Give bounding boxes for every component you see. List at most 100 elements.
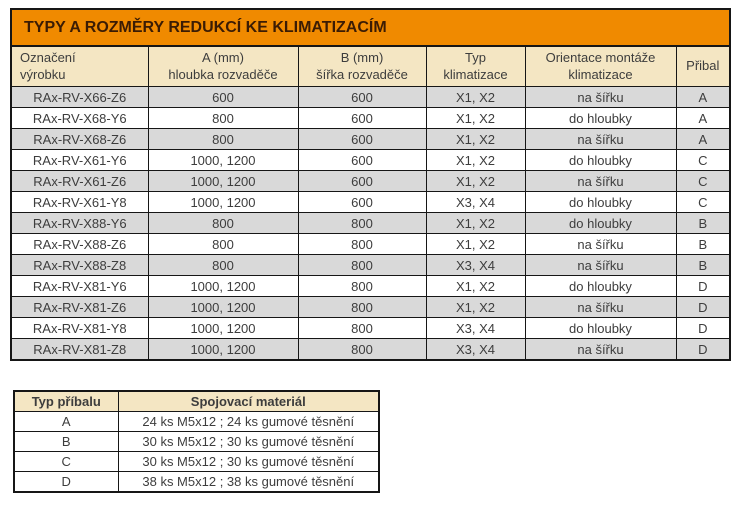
table-cell: X1, X2 [425, 170, 526, 192]
table-cell: 600 [297, 191, 427, 213]
table-cell: 800 [147, 233, 299, 255]
table-cell: D [675, 275, 731, 297]
table-cell: na šířku [524, 233, 677, 255]
table-cell: X1, X2 [425, 128, 526, 150]
table-cell: 800 [147, 107, 299, 129]
table-cell: B [13, 431, 119, 452]
table-row: RAx-RV-X61-Z6 1000, 1200 600 X1, X2 na šířku… [10, 170, 731, 192]
table-cell: 800 [297, 212, 427, 234]
table-cell: 800 [297, 296, 427, 318]
table-cell: do hloubky [524, 212, 677, 234]
table-cell: C [675, 149, 731, 171]
table-cell: na šířku [524, 86, 677, 108]
table-cell: RAx-RV-X81-Y6 [10, 275, 149, 297]
table-cell: X3, X4 [425, 317, 526, 339]
table-cell: D [675, 317, 731, 339]
table-cell: 1000, 1200 [147, 338, 299, 361]
col-header-spojovaci-material: Spojovací materiál [117, 390, 380, 412]
table-cell: RAx-RV-X81-Y8 [10, 317, 149, 339]
table-cell: 600 [297, 149, 427, 171]
table-cell: 24 ks M5x12 ; 24 ks gumové těsnění [117, 411, 380, 432]
table-cell: A [13, 411, 119, 432]
table-cell: X1, X2 [425, 212, 526, 234]
table-cell: do hloubky [524, 317, 677, 339]
table-cell: RAx-RV-X81-Z8 [10, 338, 149, 361]
table-cell: na šířku [524, 338, 677, 361]
table-title: TYPY A ROZMĚRY REDUKCÍ KE KLIMATIZACÍM [10, 8, 731, 47]
table-cell: 30 ks M5x12 ; 30 ks gumové těsnění [117, 431, 380, 452]
table-cell: 800 [147, 128, 299, 150]
table-cell: X1, X2 [425, 233, 526, 255]
table-cell: RAx-RV-X61-Y6 [10, 149, 149, 171]
col-header-orientace-montaze: Orientace montáže klimatizace [524, 45, 677, 87]
table-cell: 800 [147, 212, 299, 234]
table-cell: 600 [297, 107, 427, 129]
table-row: RAx-RV-X66-Z6 600 600 X1, X2 na šířku A [10, 86, 731, 108]
table-row: B 30 ks M5x12 ; 30 ks gumové těsnění [13, 431, 380, 452]
table-cell: do hloubky [524, 149, 677, 171]
table-row: A 24 ks M5x12 ; 24 ks gumové těsnění [13, 411, 380, 432]
main-table-body: RAx-RV-X66-Z6 600 600 X1, X2 na šířku A RAx-RV… [10, 86, 731, 361]
table-row: C 30 ks M5x12 ; 30 ks gumové těsnění [13, 451, 380, 472]
table-cell: D [13, 471, 119, 493]
table-cell: 800 [147, 254, 299, 276]
table-cell: RAx-RV-X61-Z6 [10, 170, 149, 192]
table-cell: RAx-RV-X66-Z6 [10, 86, 149, 108]
col-header-typ-pribalu: Typ příbalu [13, 390, 119, 412]
header-row: Typ příbalu Spojovací materiál [13, 390, 380, 412]
table-cell: C [13, 451, 119, 472]
table-cell: RAx-RV-X88-Y6 [10, 212, 149, 234]
table-cell: X1, X2 [425, 275, 526, 297]
table-cell: 1000, 1200 [147, 191, 299, 213]
table-cell: 1000, 1200 [147, 149, 299, 171]
table-cell: 30 ks M5x12 ; 30 ks gumové těsnění [117, 451, 380, 472]
table-cell: C [675, 191, 731, 213]
table-cell: 1000, 1200 [147, 296, 299, 318]
header-row: Označení výrobku A (mm) hloubka rozvaděč… [10, 45, 731, 87]
table-cell: B [675, 212, 731, 234]
table-row: RAx-RV-X88-Z6 800 800 X1, X2 na šířku B [10, 233, 731, 255]
table-cell: 800 [297, 338, 427, 361]
table-cell: RAx-RV-X68-Z6 [10, 128, 149, 150]
table-cell: RAx-RV-X68-Y6 [10, 107, 149, 129]
col-header-b-mm-sirka: B (mm) šířka rozvaděče [297, 45, 427, 87]
table-cell: do hloubky [524, 191, 677, 213]
table-cell: B [675, 254, 731, 276]
table-cell: na šířku [524, 296, 677, 318]
table-cell: 1000, 1200 [147, 170, 299, 192]
col-header-pribal: Přibal [675, 45, 731, 87]
table-cell: X1, X2 [425, 86, 526, 108]
table-row: RAx-RV-X68-Z6 800 600 X1, X2 na šířku A [10, 128, 731, 150]
table-cell: B [675, 233, 731, 255]
table-cell: 800 [297, 317, 427, 339]
table-cell: RAx-RV-X61-Y8 [10, 191, 149, 213]
table-cell: A [675, 107, 731, 129]
table-cell: D [675, 296, 731, 318]
title-row: TYPY A ROZMĚRY REDUKCÍ KE KLIMATIZACÍM [10, 8, 731, 47]
table-cell: 800 [297, 254, 427, 276]
table-cell: A [675, 86, 731, 108]
table-cell: na šířku [524, 128, 677, 150]
table-cell: na šířku [524, 170, 677, 192]
table-cell: C [675, 170, 731, 192]
table-row: RAx-RV-X61-Y8 1000, 1200 600 X3, X4 do hloub… [10, 191, 731, 213]
col-header-oznaceni-vyrobku: Označení výrobku [10, 45, 149, 87]
table-cell: 600 [297, 128, 427, 150]
table-row: D 38 ks M5x12 ; 38 ks gumové těsnění [13, 471, 380, 493]
table-cell: X1, X2 [425, 149, 526, 171]
table-cell: 1000, 1200 [147, 275, 299, 297]
table-row: RAx-RV-X81-Y6 1000, 1200 800 X1, X2 do hloub… [10, 275, 731, 297]
table-cell: 1000, 1200 [147, 317, 299, 339]
table-row: RAx-RV-X81-Y8 1000, 1200 800 X3, X4 do hloub… [10, 317, 731, 339]
accessory-material-table: Typ příbalu Spojovací materiál A 24 ks M5… [13, 390, 380, 493]
table-cell: 800 [297, 233, 427, 255]
table-cell: do hloubky [524, 107, 677, 129]
col-header-typ-klimatizace: Typ klimatizace [425, 45, 526, 87]
table-cell: X3, X4 [425, 338, 526, 361]
table-cell: RAx-RV-X81-Z6 [10, 296, 149, 318]
table-cell: 600 [147, 86, 299, 108]
table-cell: RAx-RV-X88-Z8 [10, 254, 149, 276]
table-cell: X3, X4 [425, 254, 526, 276]
accessory-table-body: A 24 ks M5x12 ; 24 ks gumové těsnění B 30 k… [13, 411, 380, 493]
